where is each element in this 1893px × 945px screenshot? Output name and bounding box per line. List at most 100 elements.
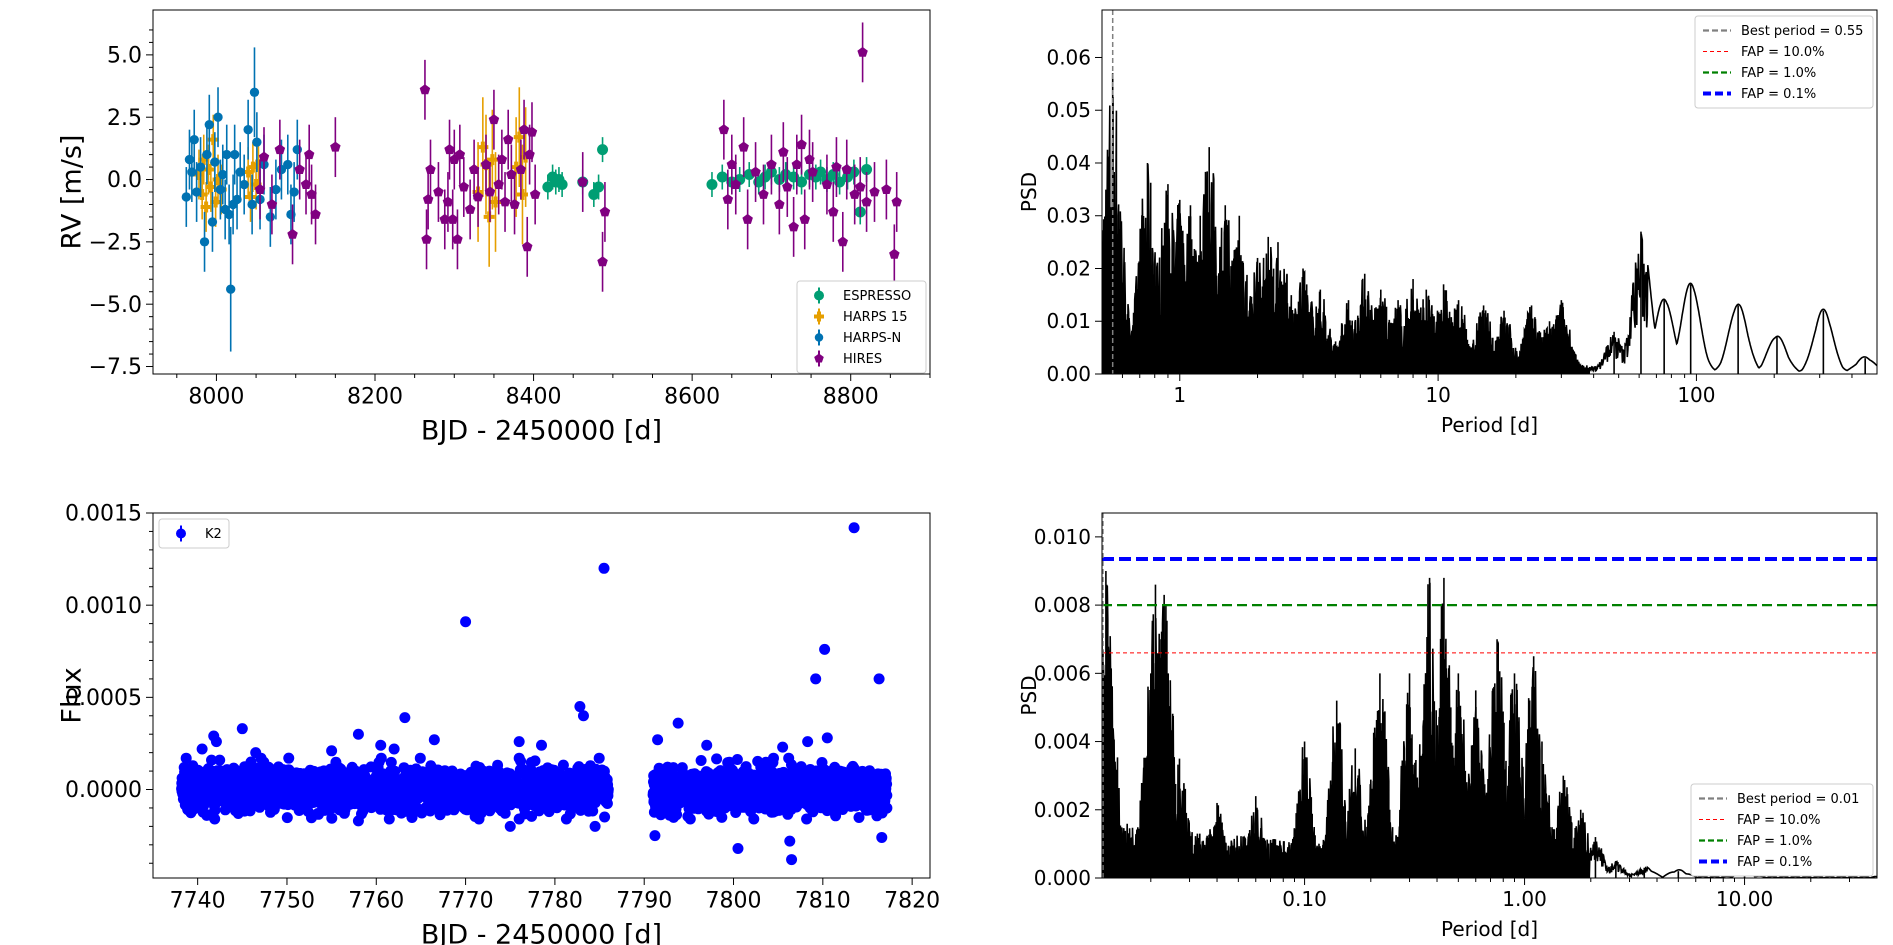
rv-point-hires [577,176,588,187]
rv-point-harps-n [218,169,228,180]
flux-outlier-point [283,752,295,764]
rv-point-harps-n [271,184,281,195]
rv-point-hires [758,189,769,199]
rv-point-hires [447,213,458,224]
rv-point-hires [422,194,434,204]
rv-ytick-label: −5.0 [89,293,142,318]
gls-flux-plot-area [1102,513,1877,878]
flux-outlier-point [786,854,798,866]
rv-ylabel: RV [m/s] [56,135,87,250]
flux-outlier-point [672,717,684,729]
rv-point-hires [718,124,730,135]
rv-point-harps-n [204,120,214,130]
rv-ytick-label: −2.5 [89,231,142,256]
rv-point-hires [597,256,608,267]
gls-flux-frame [1101,512,1878,879]
gls-rv-frame [1101,9,1878,375]
gls-flux-xtick-label: 0.10 [1282,887,1327,911]
rv-point-espresso [815,166,827,178]
rv-point-hires [310,208,321,219]
rv-point-harps-n [184,154,195,165]
rv-point-harps-15 [200,201,212,213]
flux-point [385,756,397,768]
flux-point [768,752,779,764]
rv-point-hires [503,134,514,145]
rv-point-espresso [796,176,808,188]
rv-point-hires [857,46,868,57]
flux-outlier-point [701,739,713,751]
flux-outlier-point [802,736,814,748]
flux-xtick-label: 7810 [795,889,851,914]
flux-point [602,783,614,795]
gls-rv-xtick-label: 1 [1173,383,1186,407]
flux-point [529,755,541,767]
rv-point-hires [442,196,454,207]
gls-rv-xtick-label: 10 [1425,383,1450,407]
rv-point-harps-n [191,187,202,197]
rv-point-harps-n [222,149,232,160]
gls-rv-plot-area [1102,10,1877,374]
gls-rv-ytick-label: 0.06 [1046,45,1091,69]
flux-point [448,804,460,816]
rv-point-hires [791,159,802,169]
gls-rv-xlabel: Period [d] [1441,413,1538,437]
rv-legend-marker [814,333,824,342]
flux-outlier-point [732,843,744,855]
rv-point-espresso [542,181,554,193]
gls-rv-legend-label: FAP = 10.0% [1741,45,1824,60]
flux-outlier-point [375,739,387,751]
rv-point-harps-n [235,167,245,177]
flux-ylabel: Flux [56,667,87,723]
rv-ytick-label: 0.0 [107,168,142,193]
rv-xtick-label: 8600 [664,385,720,410]
flux-point [786,759,797,771]
rv-point-hires [881,184,892,194]
flux-outlier-point [876,831,888,843]
gls-rv-ytick-label: 0.01 [1046,309,1091,333]
flux-outlier-point [848,522,860,534]
flux-point [881,802,893,814]
gls-rv-ytick-label: 0.05 [1046,98,1091,122]
flux-outlier-point [873,673,885,685]
rv-legend-label: HIRES [843,352,882,367]
flux-point [801,813,813,825]
gls-flux-legend-label: FAP = 1.0% [1737,834,1812,849]
rv-point-hires [330,141,341,152]
flux-point [711,753,723,765]
flux-legend [158,518,230,549]
flux-point [557,759,569,771]
rv-point-hires [889,248,900,259]
gls-flux-ylabel: PSD [1017,675,1041,715]
gls-flux-ytick-label: 0.008 [1034,593,1091,617]
flux-point [853,812,865,823]
flux-point [281,812,293,824]
flux-point [748,813,760,825]
gls-flux-xtick-label: 1.00 [1502,887,1547,911]
rv-xtick-label: 8800 [823,385,879,410]
flux-point [695,755,707,766]
flux-outlier-point [352,815,364,827]
flux-outlier-point [513,736,525,748]
rv-point-espresso [556,179,568,191]
flux-point [671,809,683,821]
rv-legend-marker [814,353,824,363]
rv-xtick-label: 8200 [347,385,403,410]
rv-point-harps-n [289,187,299,197]
rv-point-hires [509,199,520,209]
flux-point [326,812,338,824]
gls-flux-ytick-label: 0.004 [1034,730,1091,754]
rv-point-harps-n [210,157,220,167]
flux-point [214,754,226,766]
rv-point-harps-n [283,159,293,170]
gls-rv-legend-label: FAP = 1.0% [1741,66,1816,81]
rv-point-harps-n [187,167,197,177]
rv-point-hires [294,164,305,174]
flux-outlier-point [536,739,547,751]
rv-point-harps-n [213,112,223,122]
flux-outlier-point [326,745,338,757]
flux-outlier-point [513,813,525,825]
gls-flux-xtick-label: 10.00 [1716,887,1773,911]
rv-point-harps-n [189,134,199,145]
rv-legend-marker [814,311,824,322]
rv-point-hires [274,144,286,155]
